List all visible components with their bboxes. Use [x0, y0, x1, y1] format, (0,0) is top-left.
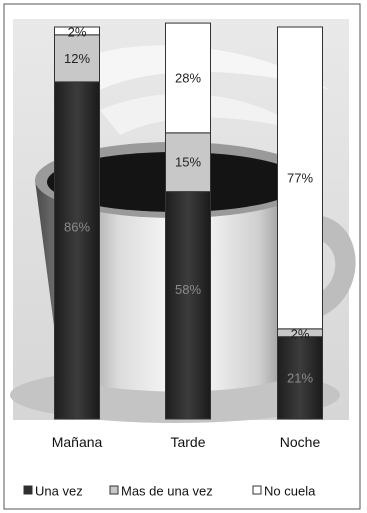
x-axis-tick-labels: Mañana Tarde Noche	[52, 434, 321, 450]
data-label-manana-una-vez: 86%	[64, 219, 90, 234]
data-label-noche-una-vez: 21%	[287, 370, 313, 385]
legend-label-una-vez: Una vez	[35, 484, 83, 499]
bar-tarde-una-vez	[166, 192, 211, 419]
x-tick-label-noche: Noche	[280, 434, 321, 450]
legend-label-mas-de-una-vez: Mas de una vez	[121, 484, 213, 499]
data-label-noche-no-cuela: 77%	[287, 170, 313, 185]
legend: Una vez Mas de una vez No cuela	[24, 484, 316, 499]
data-label-tarde-una-vez: 58%	[175, 282, 201, 297]
legend-swatch-mas-de-una-vez	[110, 486, 118, 494]
x-tick-label-tarde: Tarde	[170, 434, 205, 450]
bar-manana-una-vez	[55, 82, 100, 419]
data-label-manana-mas-de-una-vez: 12%	[64, 51, 90, 66]
data-label-manana-no-cuela: 2%	[68, 24, 87, 39]
data-label-noche-mas-de-una-vez: 2%	[291, 326, 310, 341]
data-label-tarde-no-cuela: 28%	[175, 70, 201, 85]
x-tick-label-manana: Mañana	[52, 434, 103, 450]
data-label-tarde-mas-de-una-vez: 15%	[175, 155, 201, 170]
legend-swatch-una-vez	[24, 486, 32, 494]
legend-swatch-no-cuela	[253, 486, 261, 494]
legend-label-no-cuela: No cuela	[264, 484, 316, 499]
